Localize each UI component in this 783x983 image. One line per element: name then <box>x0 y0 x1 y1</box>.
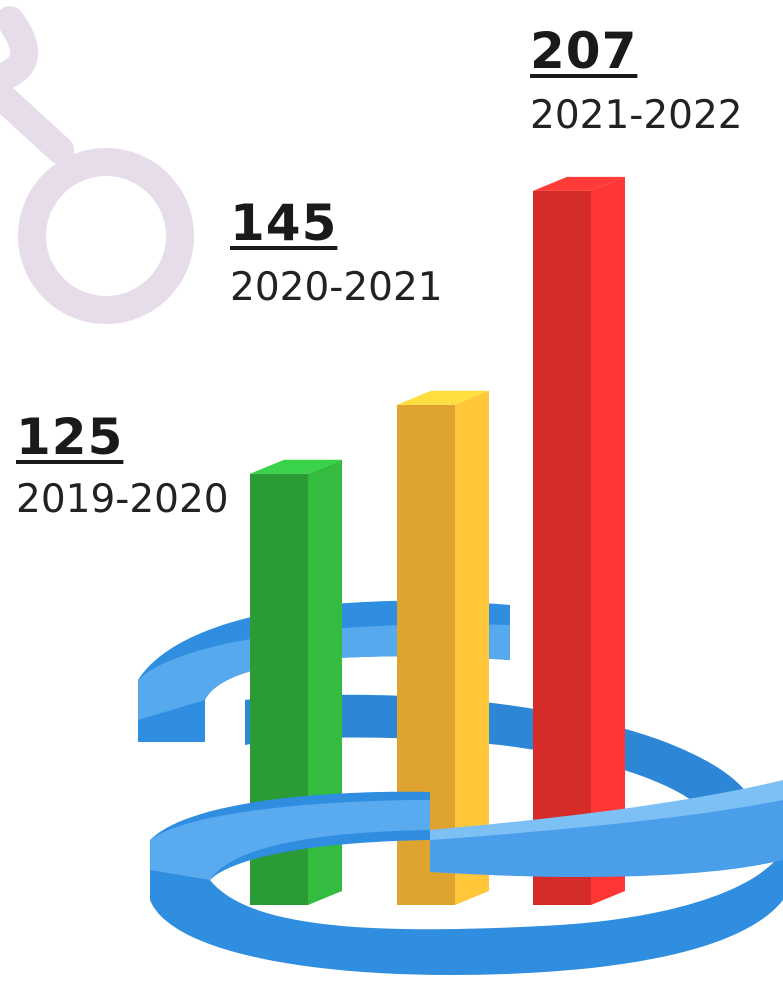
bar-side-face <box>591 176 625 906</box>
value-label-2019-2020: 125 <box>16 408 124 466</box>
period-label-2021-2022: 2021-2022 <box>530 93 743 138</box>
bar-top-face <box>397 390 489 405</box>
bar-side-face <box>308 459 342 905</box>
bar-front-face <box>533 190 591 906</box>
bar-2020-2021 <box>397 390 489 905</box>
bar-2021-2022 <box>533 176 625 906</box>
bars <box>250 176 625 906</box>
period-label-2020-2021: 2020-2021 <box>230 265 443 310</box>
bar-side-face <box>455 390 489 905</box>
bar-top-face <box>533 176 625 191</box>
period-label-2019-2020: 2019-2020 <box>16 477 229 522</box>
value-label-2020-2021: 145 <box>230 194 338 252</box>
bar-front-face <box>397 404 455 905</box>
bar-top-face <box>250 459 342 474</box>
decorative-ring-icon <box>0 6 194 324</box>
swirl-base-front <box>150 780 783 975</box>
value-label-2021-2022: 207 <box>530 22 638 80</box>
